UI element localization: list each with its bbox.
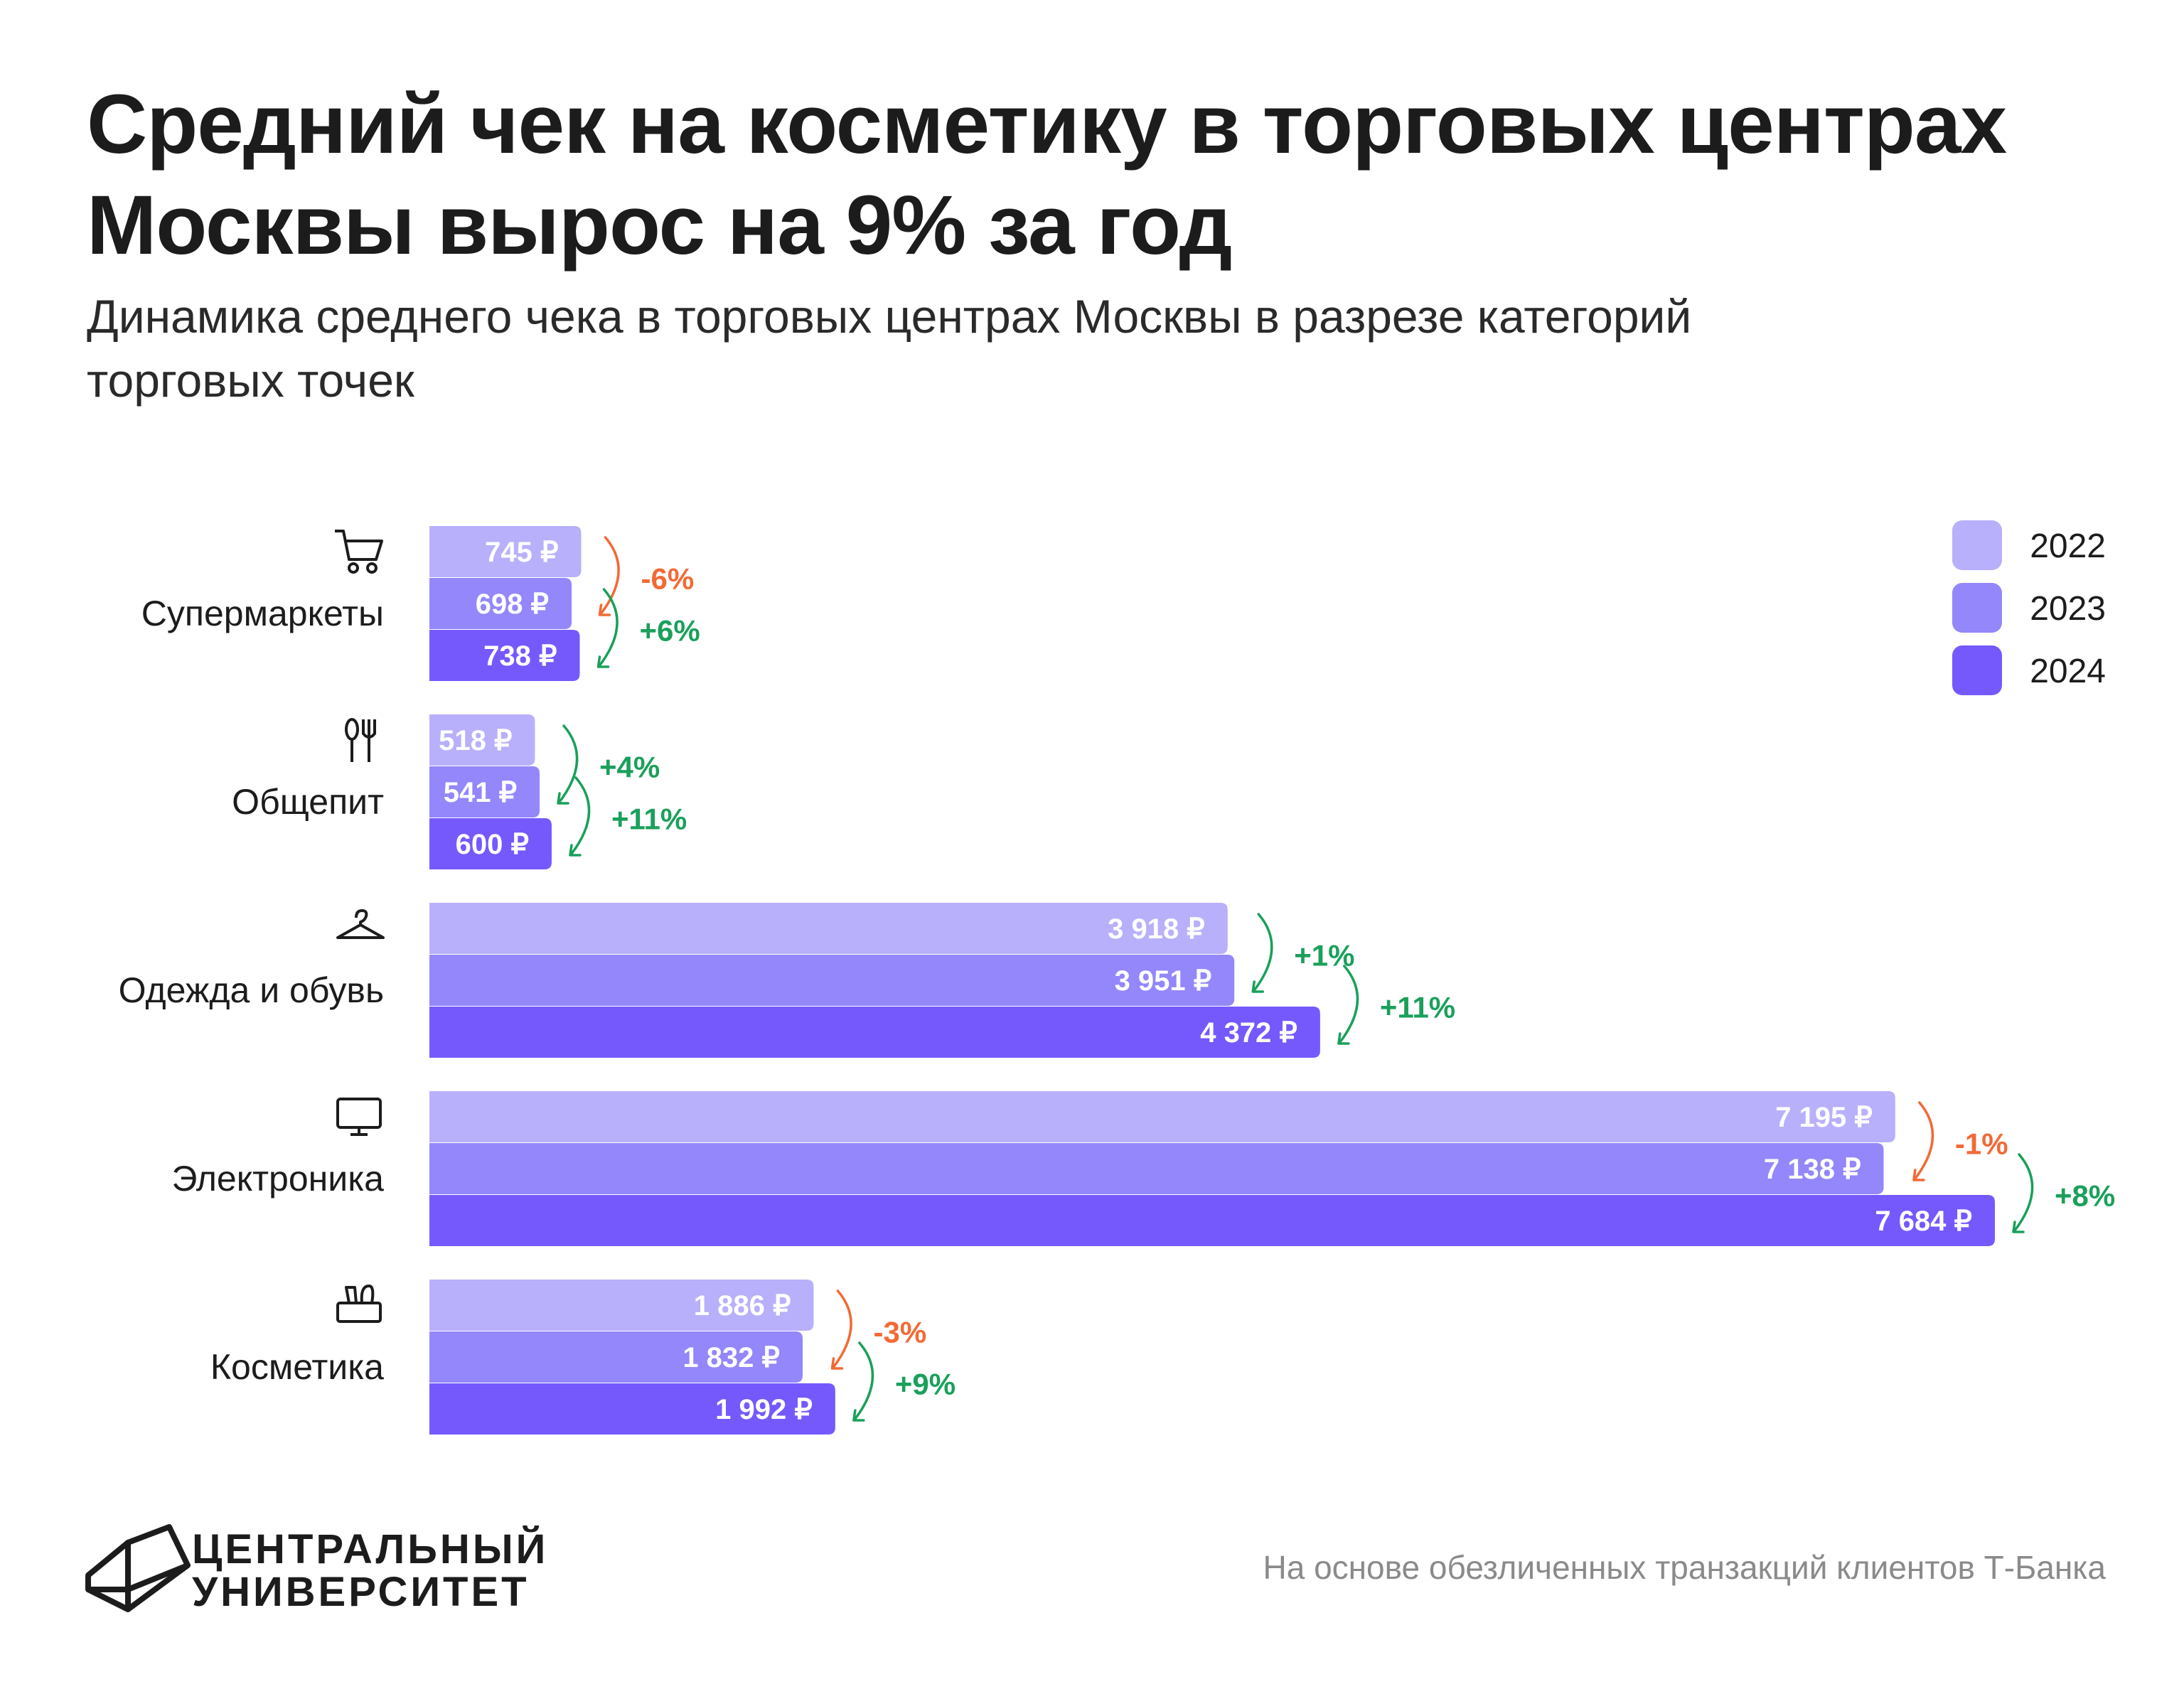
bar-value-label: 745 ₽ <box>485 537 558 568</box>
bar-2023 <box>429 1331 803 1383</box>
change-arrow <box>599 536 620 615</box>
change-label: +11% <box>1380 991 1455 1024</box>
bar-2023 <box>429 955 1235 1006</box>
bar-value-label: 4 372 ₽ <box>1200 1017 1297 1049</box>
change-label: -1% <box>1955 1127 2008 1161</box>
change-arrowhead <box>1912 1169 1925 1181</box>
fork-spoon-icon <box>345 718 376 762</box>
change-arrowhead <box>1337 1032 1350 1045</box>
bar-value-label: 7 684 ₽ <box>1875 1206 1972 1237</box>
change-label: +9% <box>895 1368 956 1401</box>
change-arrowhead <box>2012 1221 2025 1233</box>
bar-value-label: 3 951 ₽ <box>1115 965 1212 997</box>
change-arrow <box>1339 965 1359 1044</box>
change-arrow <box>2013 1153 2034 1232</box>
bar-2022 <box>429 714 535 766</box>
category-group: Косметика 1 886 ₽ 1 832 ₽ 1 992 ₽ -3% +9% <box>210 1280 956 1435</box>
change-arrow <box>1914 1101 1934 1180</box>
change-arrowhead <box>598 604 611 616</box>
category-group: Электроника 7 195 ₽ 7 138 ₽ 7 684 ₽ -1% +8% <box>171 1091 2115 1246</box>
cosmetics-icon <box>336 1285 382 1323</box>
change-label: +8% <box>2055 1179 2115 1213</box>
change-arrowhead <box>596 655 610 668</box>
bar-2024 <box>429 1007 1320 1058</box>
change-label: +11% <box>611 803 687 836</box>
logo-line-2: УНИВЕРСИТЕТ <box>192 1569 530 1615</box>
source-note: На основе обезличенных транзакций клиент… <box>1263 1549 2106 1586</box>
change-arrowhead <box>569 844 582 857</box>
hanger-icon <box>336 909 385 939</box>
legend-label: 2024 <box>2030 653 2106 690</box>
change-label: +4% <box>599 751 660 784</box>
logo-text: ЦЕНТРАЛЬНЫЙ УНИВЕРСИТЕТ <box>192 1528 548 1614</box>
bar-chart: Супермаркеты 745 ₽ 698 ₽ 738 ₽ -6% +6% Общепит… <box>119 520 2115 1435</box>
bar-2023 <box>429 766 540 817</box>
change-label: -6% <box>641 562 694 596</box>
bar-2023 <box>429 1143 1884 1194</box>
bar-2024 <box>429 1195 1995 1246</box>
monitor-icon <box>336 1098 382 1136</box>
bar-value-label: 1 886 ₽ <box>694 1290 791 1321</box>
category-label: Супермаркеты <box>141 594 384 633</box>
category-group: Общепит 518 ₽ 541 ₽ 600 ₽ +4% +11% <box>232 714 687 869</box>
bar-value-label: 698 ₽ <box>476 589 549 620</box>
category-label: Электроника <box>171 1159 384 1199</box>
bar-2022 <box>429 526 582 577</box>
change-label: +6% <box>639 614 700 648</box>
change-label: -3% <box>873 1316 926 1349</box>
bar-2024 <box>429 818 552 869</box>
bar-value-label: 541 ₽ <box>444 777 517 808</box>
bar-value-label: 600 ₽ <box>456 829 529 860</box>
change-arrow <box>832 1289 852 1368</box>
bar-value-label: 738 ₽ <box>483 640 557 672</box>
bar-2024 <box>429 1383 835 1435</box>
legend-label: 2022 <box>2030 527 2106 565</box>
change-arrow <box>1253 913 1273 992</box>
bar-value-label: 1 832 ₽ <box>682 1342 780 1373</box>
legend: 2022 2023 2024 <box>1952 520 2106 695</box>
change-arrowhead <box>1251 980 1264 993</box>
bar-value-label: 518 ₽ <box>439 725 512 756</box>
category-label: Общепит <box>232 782 384 822</box>
legend-swatch <box>1952 645 2002 695</box>
category-label: Одежда и обувь <box>119 970 384 1010</box>
legend-label: 2023 <box>2030 590 2106 628</box>
change-arrow <box>558 724 579 803</box>
bar-2022 <box>429 1091 1895 1142</box>
bar-value-label: 3 918 ₽ <box>1108 913 1205 945</box>
logo-icon <box>85 1524 191 1612</box>
change-arrowhead <box>557 792 569 805</box>
chart-subtitle: Динамика среднего чека в торговых центра… <box>87 290 1692 407</box>
bar-value-label: 7 138 ₽ <box>1764 1154 1861 1185</box>
logo-line-1: ЦЕНТРАЛЬНЫЙ <box>192 1526 549 1572</box>
bar-2022 <box>429 1280 814 1331</box>
change-arrow <box>598 588 619 667</box>
change-arrowhead <box>852 1409 865 1422</box>
shopping-cart-icon <box>335 530 383 574</box>
legend-swatch <box>1952 583 2002 633</box>
bar-2022 <box>429 903 1228 954</box>
change-arrow <box>854 1341 874 1420</box>
bar-2024 <box>429 630 580 681</box>
category-group: Супермаркеты 745 ₽ 698 ₽ 738 ₽ -6% +6% <box>141 526 700 681</box>
bar-value-label: 7 195 ₽ <box>1775 1102 1873 1133</box>
change-arrowhead <box>830 1357 844 1370</box>
bar-2023 <box>429 578 572 629</box>
chart-title: Средний чек на косметику в торговых цент… <box>87 77 2007 272</box>
change-arrow <box>570 776 591 855</box>
bar-value-label: 1 992 ₽ <box>715 1394 813 1425</box>
legend-swatch <box>1952 520 2002 570</box>
category-label: Косметика <box>210 1347 384 1387</box>
